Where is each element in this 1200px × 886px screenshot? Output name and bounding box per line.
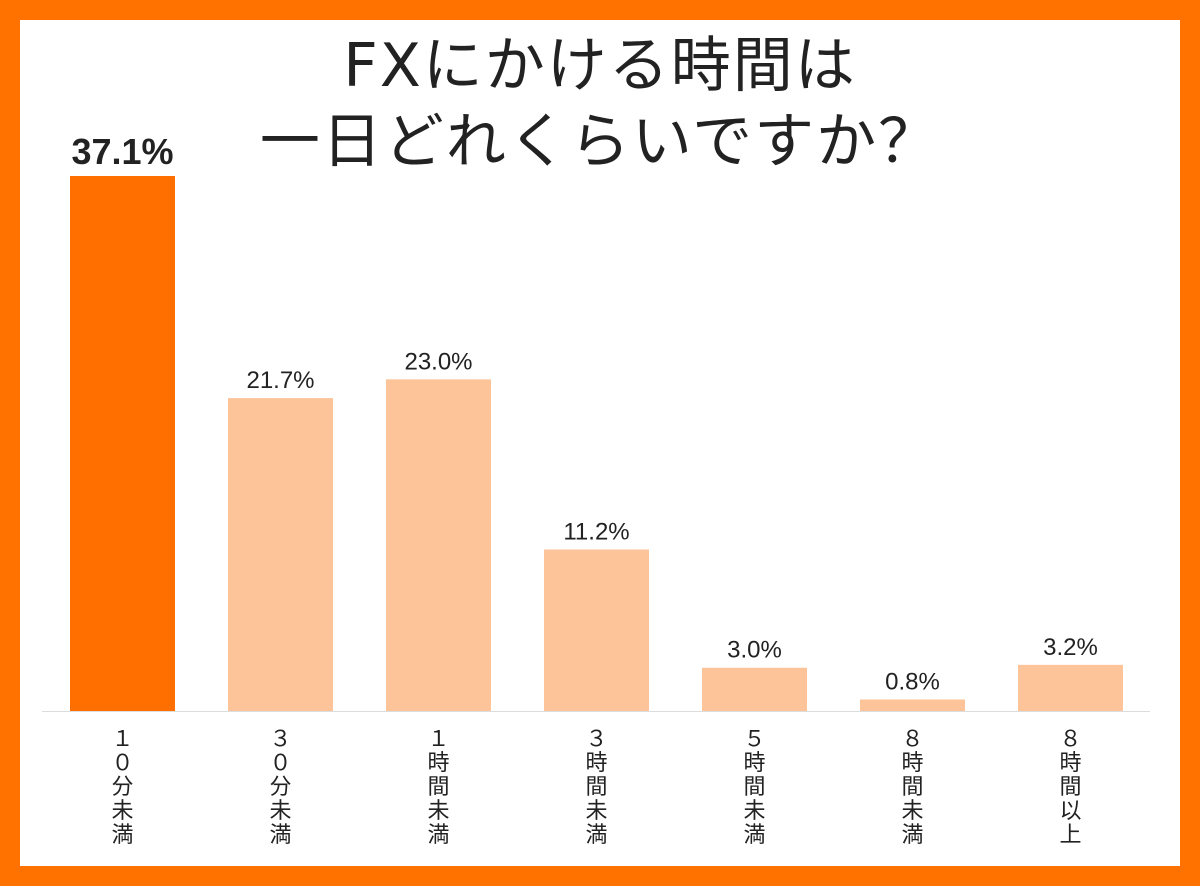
data-label-7: 3.2% [1043, 634, 1098, 661]
bar-3 [386, 379, 491, 711]
data-label-1: 37.1% [71, 131, 173, 172]
bar-7 [1018, 664, 1123, 711]
bar-1 [70, 176, 175, 711]
bar-2 [228, 398, 333, 711]
bar-5 [702, 667, 807, 711]
data-label-3: 23.0% [404, 348, 472, 375]
data-label-2: 21.7% [246, 367, 314, 394]
chart-title-line-1: FXにかける時間は [343, 31, 857, 101]
data-label-4: 11.2% [563, 518, 629, 545]
data-label-6: 0.8% [885, 668, 940, 695]
chart-title-line-2: 一日どれくらいですか？ [259, 107, 941, 177]
bar-6 [860, 699, 965, 711]
chart-title: FXにかける時間は 一日どれくらいですか？ [0, 28, 1200, 180]
data-label-5: 3.0% [727, 637, 782, 664]
bar-4 [544, 549, 649, 711]
